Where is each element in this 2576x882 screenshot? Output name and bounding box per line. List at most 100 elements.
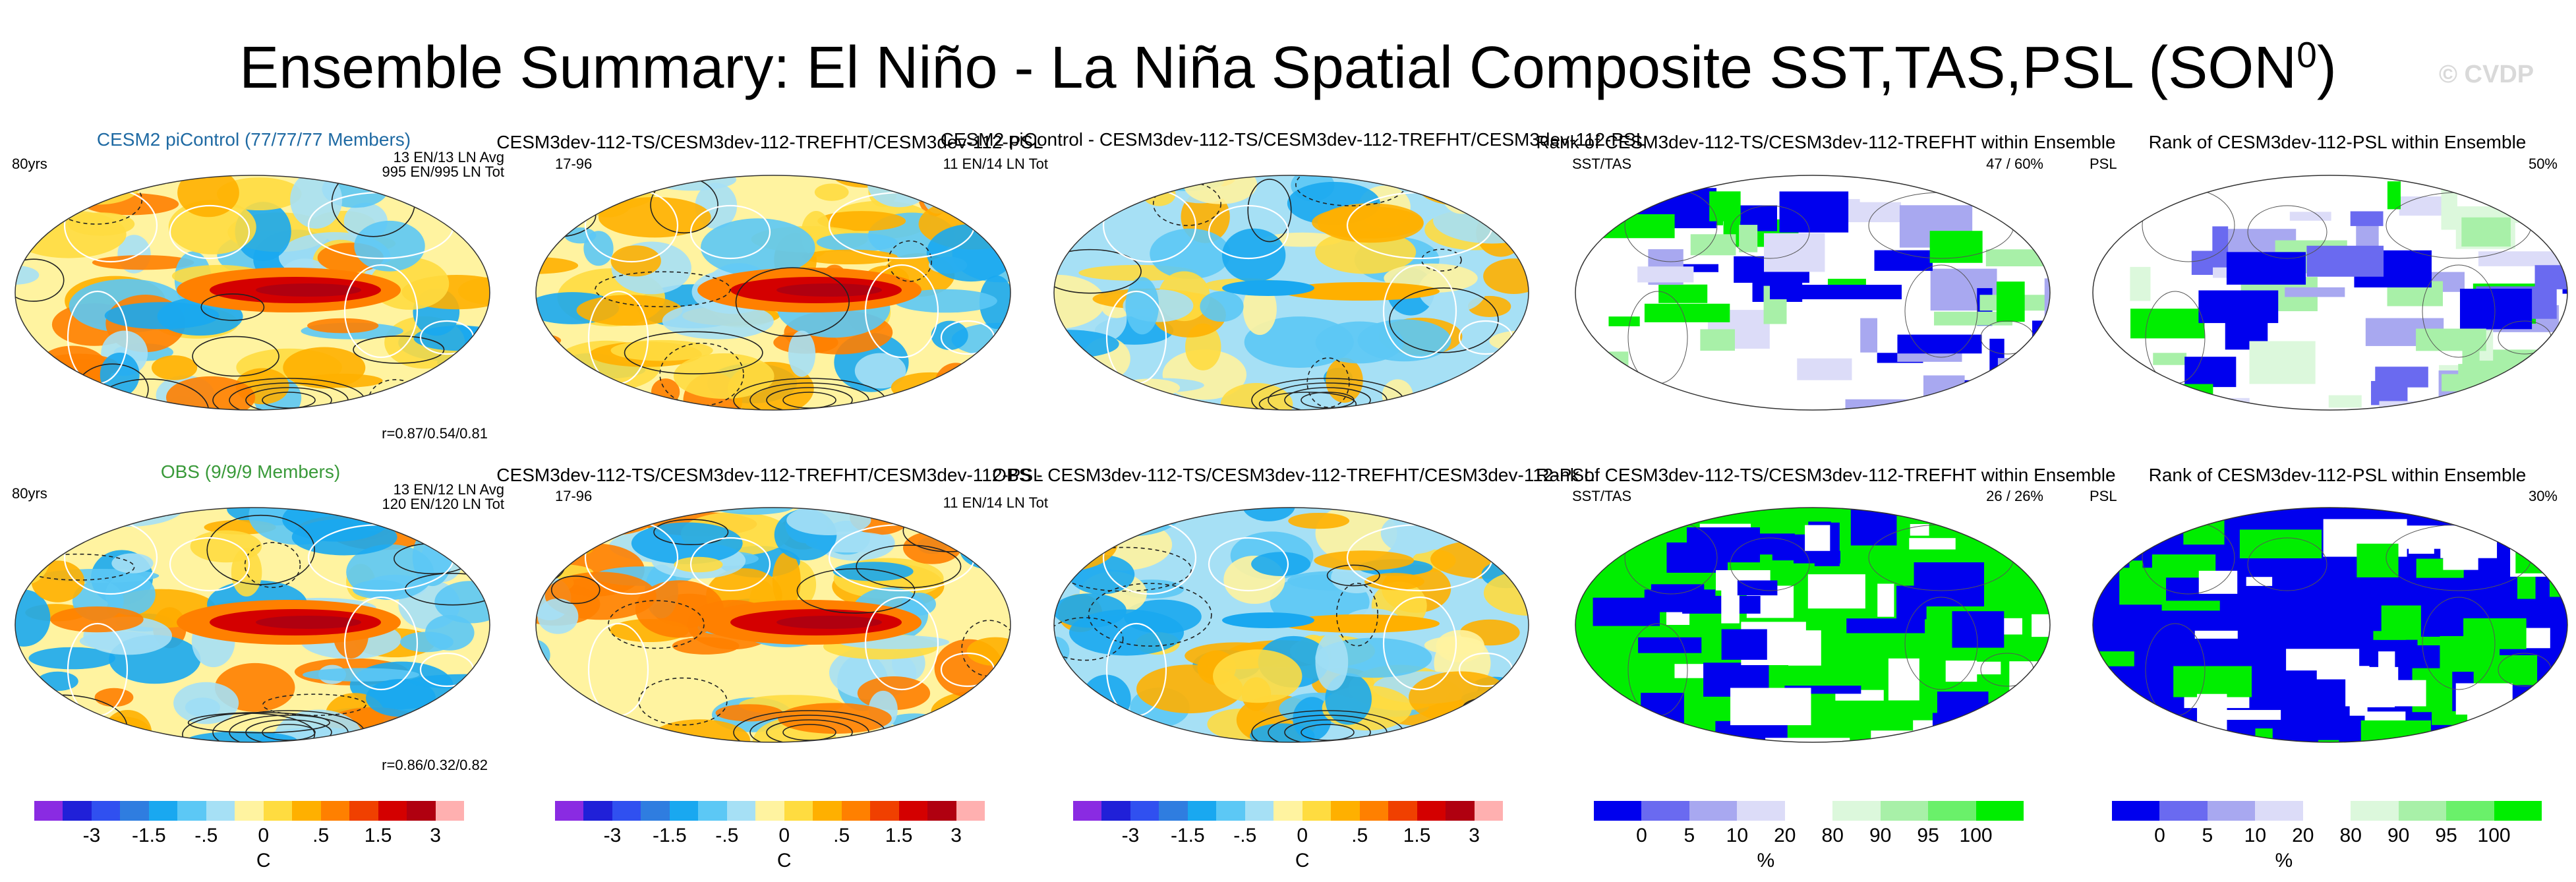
map-border bbox=[15, 507, 490, 743]
rank-block bbox=[1700, 329, 1735, 351]
row1-model-years: 17-96 bbox=[555, 488, 593, 504]
colorbar-unit-label: C bbox=[776, 850, 792, 871]
sst-anomaly-patch bbox=[1142, 182, 1176, 206]
colorbar-swatch bbox=[1641, 801, 1689, 821]
colorbar-swatch bbox=[1388, 801, 1417, 821]
psl-contour bbox=[967, 351, 1010, 410]
colorbar-tick-label: -3 bbox=[603, 825, 622, 846]
rank-block bbox=[1972, 175, 2047, 187]
colorbar-swatch bbox=[292, 801, 321, 821]
psl-contour bbox=[659, 342, 744, 407]
sst-anomaly-patch bbox=[931, 320, 968, 350]
sst-anomaly-patch bbox=[610, 339, 713, 361]
rank-block bbox=[2370, 680, 2426, 707]
sst-anomaly-patch bbox=[1483, 258, 1529, 294]
enso-diff-band bbox=[1281, 614, 1440, 633]
sst-anomaly-patch bbox=[354, 220, 425, 272]
coastline bbox=[2422, 264, 2496, 358]
sst-anomaly-patch bbox=[1080, 181, 1117, 204]
sst-anomaly-patch bbox=[788, 330, 816, 377]
row0-ref-years: 80yrs bbox=[12, 156, 47, 172]
rank-block bbox=[1779, 191, 1849, 233]
colorbar-swatch bbox=[1737, 801, 1785, 821]
sst-anomaly-patch bbox=[700, 218, 815, 277]
coastline bbox=[1382, 264, 1457, 359]
colorbar-swatch bbox=[34, 801, 63, 821]
colorbar-unit-label: C bbox=[256, 850, 271, 871]
psl-contour bbox=[856, 544, 962, 589]
colorbar-swatch bbox=[1880, 801, 1929, 821]
sst-anomaly-patch bbox=[1150, 228, 1231, 279]
rank-block bbox=[1952, 611, 2005, 648]
rank-block bbox=[1877, 732, 1931, 742]
colorbar-tick-label: -1.5 bbox=[653, 825, 687, 846]
rank-block bbox=[1686, 527, 1760, 563]
sst-anomaly-patch bbox=[15, 265, 40, 285]
rank-block bbox=[1846, 618, 1925, 633]
colorbar-swatch bbox=[63, 801, 92, 821]
rank-block bbox=[1985, 249, 2047, 267]
colorbar-swatch bbox=[1832, 801, 1881, 821]
rank-block bbox=[2409, 529, 2434, 554]
rank-block bbox=[2473, 655, 2538, 686]
row0-rank-psl-pct: 50% bbox=[2528, 156, 2558, 172]
rank-block bbox=[1602, 214, 1675, 239]
coastline bbox=[1904, 597, 1978, 690]
rank-block bbox=[2416, 328, 2486, 351]
psl-contour bbox=[735, 267, 850, 338]
row1-ref-corr: r=0.86/0.32/0.82 bbox=[382, 757, 488, 773]
colorbar-swatch bbox=[1928, 801, 1976, 821]
sst-anomaly-patch bbox=[1213, 649, 1303, 703]
sst-anomaly-patch bbox=[1483, 570, 1529, 616]
colorbar-rank-1 bbox=[1594, 801, 2024, 821]
rank-block bbox=[2515, 551, 2567, 573]
rank-block bbox=[1631, 398, 1709, 410]
colorbar-swatch bbox=[1446, 801, 1475, 821]
sst-anomaly-patch bbox=[76, 513, 118, 531]
colorbar-swatch bbox=[641, 801, 670, 821]
sst-anomaly-patch bbox=[925, 175, 1010, 195]
coastline bbox=[343, 596, 419, 691]
psl-contour bbox=[1054, 514, 1076, 539]
sst-anomaly-patch bbox=[662, 303, 774, 339]
map-rank-psl-row1 bbox=[2092, 507, 2568, 743]
sst-anomaly-patch bbox=[1054, 274, 1105, 329]
colorbar-swatch bbox=[120, 801, 149, 821]
colorbar-swatch bbox=[2255, 801, 2303, 821]
rank-block bbox=[2350, 211, 2384, 226]
rank-block bbox=[2212, 226, 2229, 268]
colorbar-tick-label: -3 bbox=[82, 825, 101, 846]
rank-block bbox=[1934, 311, 2013, 326]
psl-contour bbox=[1389, 287, 1499, 353]
psl-contour bbox=[550, 575, 600, 604]
colorbar-tick-label: 0 bbox=[1636, 825, 1647, 846]
rank-block bbox=[1593, 597, 1660, 626]
psl-contour bbox=[782, 392, 836, 409]
colorbar-swatch bbox=[1594, 801, 1642, 821]
row1-rank-psl-pct: 30% bbox=[2528, 488, 2558, 504]
psl-contour bbox=[1054, 617, 1124, 661]
sst-anomaly-patch bbox=[461, 541, 490, 555]
cvdp-watermark: © CVDP bbox=[2439, 61, 2534, 88]
psl-contour bbox=[1284, 387, 1371, 410]
sst-anomaly-patch bbox=[400, 632, 454, 653]
rank-block bbox=[1638, 637, 1702, 653]
colorbar-tick-label: 90 bbox=[1869, 825, 1892, 846]
colorbar-swatch bbox=[555, 801, 584, 821]
rank-block bbox=[2563, 694, 2567, 720]
map-model-row1 bbox=[535, 507, 1011, 743]
coastline bbox=[169, 204, 250, 260]
rank-block bbox=[2538, 692, 2567, 734]
psl-contour bbox=[89, 378, 210, 410]
rank-block bbox=[1897, 334, 1982, 354]
colorbar-tick-label: 20 bbox=[2292, 825, 2314, 846]
colorbar-rank-2 bbox=[2112, 801, 2542, 821]
rank-block bbox=[2197, 693, 2227, 738]
rank-block bbox=[2173, 666, 2252, 697]
rank-block bbox=[1644, 303, 1730, 322]
colorbar-tick-label: 1.5 bbox=[885, 825, 913, 846]
rank-block bbox=[2467, 703, 2524, 738]
sst-anomaly-patch bbox=[1312, 206, 1424, 239]
colorbar-swatch bbox=[1187, 801, 1217, 821]
sst-anomaly-patch bbox=[94, 688, 134, 707]
